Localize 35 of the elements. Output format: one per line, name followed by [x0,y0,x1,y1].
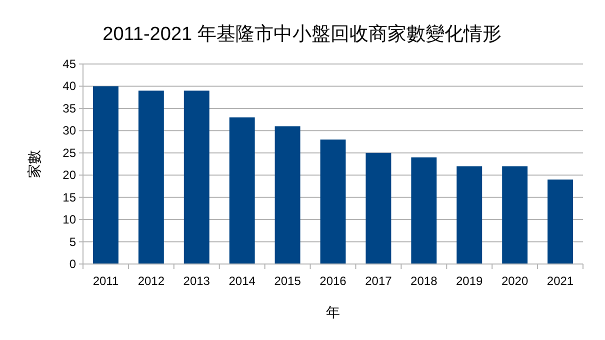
bar [93,86,118,264]
bar [229,117,255,264]
x-tick-label: 2014 [228,274,256,288]
y-tick-label: 40 [62,79,76,94]
x-tick-label: 2018 [410,274,438,288]
bar [184,90,210,264]
x-tick-label: 2017 [365,274,392,288]
x-tick-label: 2012 [138,274,165,288]
bar [138,90,164,264]
x-axis-title: 年 [326,304,340,320]
y-tick-label: 25 [62,146,76,160]
x-tick-label: 2019 [456,274,484,288]
x-tick-label: 2016 [320,274,347,288]
x-tick-label: 2013 [183,274,210,288]
y-tick-label: 35 [62,101,76,116]
x-tick-label: 2011 [92,274,119,288]
bar [502,166,528,264]
bar [366,152,392,264]
y-tick-label: 15 [62,190,76,204]
y-axis-title: 家數 [26,150,42,178]
x-tick-label: 2015 [274,274,302,288]
bar [548,180,573,264]
chart-title: 2011-2021 年基隆市中小盤回收商家數變化情形 [102,23,502,45]
bar [274,126,300,264]
bar [320,140,346,264]
x-tick-label: 2020 [501,274,528,288]
y-tick-label: 45 [62,57,76,71]
y-tick-label: 10 [62,212,76,227]
y-tick-label: 5 [69,234,76,249]
y-tick-label: 0 [69,257,76,271]
y-tick-label: 30 [62,124,76,138]
x-tick-label: 2021 [546,274,574,288]
bar [411,157,437,264]
y-tick-label: 20 [62,168,76,182]
bar [456,166,482,264]
